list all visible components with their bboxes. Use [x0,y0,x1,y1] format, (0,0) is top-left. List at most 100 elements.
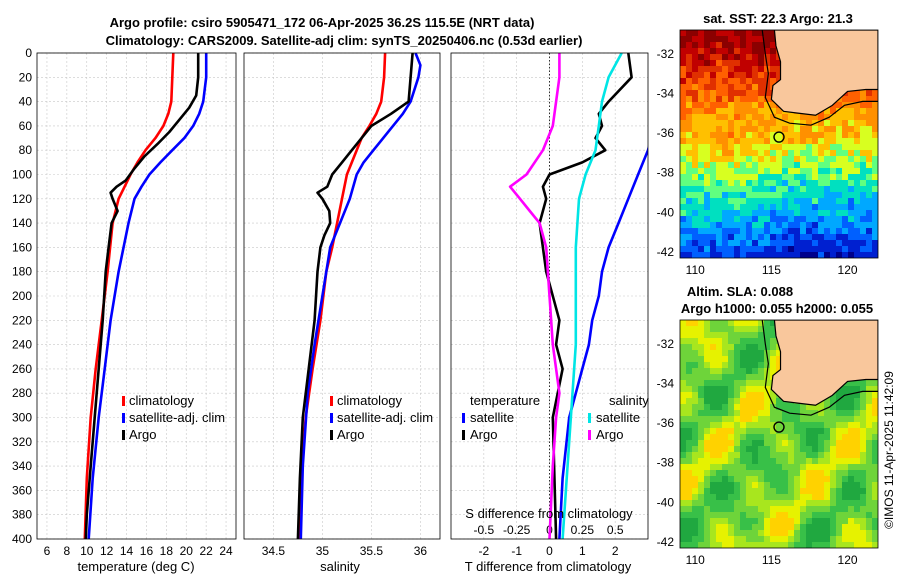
difference-legend: temperature salinity satellite Argo sate… [462,393,649,442]
y-tick-label: 140 [12,216,32,230]
x-tick-label: 20 [180,544,194,558]
legend-swatch-argo [330,430,333,440]
legend-swatch-climatology [122,396,125,406]
map-y-tick-label: -38 [657,456,675,470]
plot-frame [36,52,237,540]
x-tick-label: 16 [140,544,154,558]
legend-title-temperature: temperature [470,393,540,408]
legend-swatch-satellite [122,413,125,423]
s-x-tick-label: 0.5 [607,523,624,537]
map-x-tick-label: 115 [762,263,781,277]
plot-frame [450,52,649,540]
sst-field [680,30,878,258]
argo-float-marker [773,131,785,143]
difference-profile-panel: -2 -1 0 1 2-0.5 -0.25 0 0.25 0.5 [450,52,649,558]
legend-swatch-t-satellite [462,413,465,423]
series-line-satellite-adj-clim [299,53,422,539]
y-tick-label: 380 [12,508,32,522]
x-tick-label: -2 [478,544,489,558]
s-x-tick-label: 0.25 [571,523,595,537]
x-tick-label: 35 [316,544,330,558]
map-y-tick-label: -36 [657,416,675,430]
y-tick-label: 80 [19,143,33,157]
t-difference-xlabel: T difference from climatology [465,559,632,574]
y-tick-label: 160 [12,240,32,254]
legend-label-satellite: satellite-adj. clim [337,410,433,425]
temperature-legend: climatology satellite-adj. clim Argo [122,393,225,442]
x-tick-label: 18 [160,544,174,558]
map-y-tick-label: -36 [657,126,675,140]
salinity-xlabel: salinity [320,559,360,574]
map-x-tick-label: 110 [686,553,705,567]
series-line-climatology [297,53,387,539]
x-tick-label: 0 [546,544,553,558]
series-line-climatology [83,53,175,539]
legend-label-t-argo: Argo [470,427,497,442]
y-tick-label: 180 [12,265,32,279]
title-line1: Argo profile: csiro 5905471_172 06-Apr-2… [110,15,535,30]
australia-land [770,320,878,406]
s-x-tick-label: -0.5 [473,523,494,537]
y-tick-label: 200 [12,289,32,303]
sst-map-panel: 110 115 120 -32 -34 -36 -38 -40 -42 [657,29,879,277]
x-tick-label: 34.5 [262,544,286,558]
x-tick-label: 22 [199,544,213,558]
y-tick-label: 100 [12,168,32,182]
temperature-xlabel: temperature (deg C) [77,559,194,574]
sla-map-panel: 110 115 120 -32 -34 -36 -38 -40 -42 [657,319,879,567]
x-tick-label: 8 [64,544,71,558]
x-tick-label: 10 [80,544,94,558]
temperature-profile-panel: 6 8 10 12 14 16 18 20 22 240204060801001201401601… [12,46,237,558]
legend-title-salinity: salinity [609,393,649,408]
y-tick-label: 360 [12,483,32,497]
australia-land [770,30,878,116]
map-y-tick-label: -38 [657,166,675,180]
map-y-tick-label: -32 [657,47,675,61]
legend-swatch-argo [122,430,125,440]
sst-map-title: sat. SST: 22.3 Argo: 21.3 [703,11,853,26]
series-line-satellite-adj-clim [87,53,208,539]
legend-label-argo: Argo [129,427,156,442]
sla-map-title-line1: Altim. SLA: 0.088 [687,284,793,299]
bathymetry-contour [761,320,878,416]
map-x-tick-label: 110 [686,263,705,277]
map-y-tick-label: -34 [657,86,675,100]
bathymetry-contour [761,30,878,126]
map-y-tick-label: -42 [657,535,675,549]
series-line-salinity-argo [508,53,561,539]
legend-label-climatology: climatology [337,393,403,408]
map-y-tick-label: -40 [657,495,675,509]
map-y-tick-label: -40 [657,205,675,219]
salinity-legend: climatology satellite-adj. clim Argo [330,393,433,442]
x-tick-label: 12 [100,544,114,558]
x-tick-label: 14 [120,544,134,558]
series-line-argo [84,53,200,539]
series-line-temperature-satellite [558,145,648,539]
sla-map-title-line2: Argo h1000: 0.055 h2000: 0.055 [681,301,873,316]
y-tick-label: 300 [12,411,32,425]
sla-map-frame [679,319,879,549]
legend-label-s-argo: Argo [596,427,623,442]
map-x-tick-label: 120 [838,263,858,277]
y-tick-label: 260 [12,362,32,376]
map-y-tick-label: -32 [657,337,675,351]
legend-swatch-s-argo [588,430,591,440]
legend-label-t-satellite: satellite [470,410,514,425]
s-difference-xlabel: S difference from climatology [465,506,633,521]
legend-label-satellite: satellite-adj. clim [129,410,225,425]
y-tick-label: 40 [19,95,33,109]
imos-credit: ©IMOS 11-Apr-2025 11:42:09 [882,371,896,529]
map-x-tick-label: 115 [762,553,781,567]
y-tick-label: 220 [12,313,32,327]
salinity-profile-panel: 34.5 35 35.5 36 [243,52,441,558]
x-tick-label: 6 [44,544,51,558]
y-tick-label: 0 [25,46,32,60]
series-line-argo [296,53,414,539]
legend-swatch-s-satellite [588,413,591,423]
legend-label-argo: Argo [337,427,364,442]
x-tick-label: 36 [414,544,428,558]
y-tick-label: 320 [12,435,32,449]
y-tick-label: 60 [19,119,33,133]
x-tick-label: -1 [511,544,522,558]
